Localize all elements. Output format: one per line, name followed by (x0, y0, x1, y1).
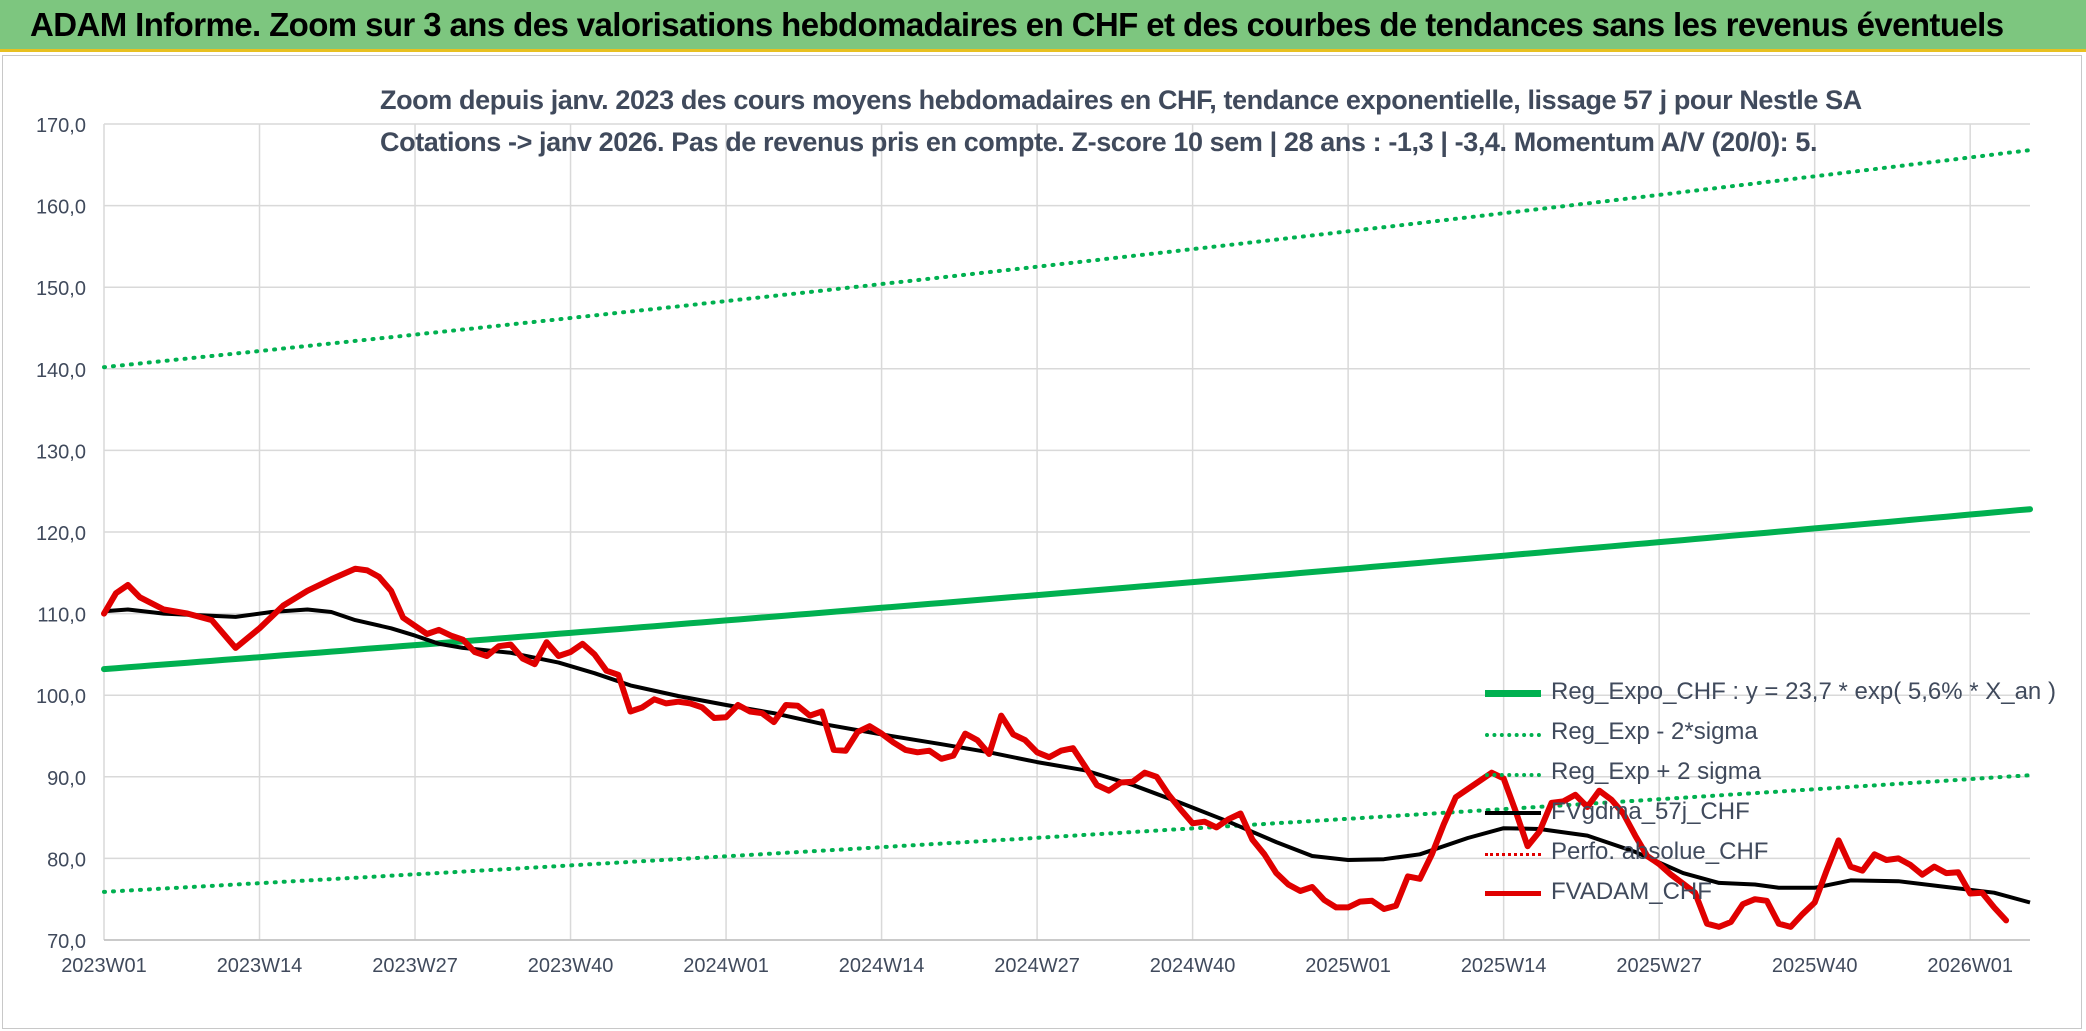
legend-label-perfo-absolue: Perfo. absolue_CHF (1551, 838, 1769, 865)
x-tick-label: 2023W40 (528, 955, 614, 977)
x-tick-label: 2023W01 (61, 955, 147, 977)
x-tick-label: 2025W01 (1305, 955, 1391, 977)
y-tick-label: 150,0 (36, 278, 86, 300)
chart-series (101, 148, 2033, 930)
chart-grid (103, 123, 2030, 941)
legend-item-reg-minus-2sigma: Reg_Exp - 2*sigma (1485, 714, 2045, 754)
legend-swatch-fvadam (1485, 891, 1541, 896)
y-tick-label: 90,0 (47, 768, 86, 790)
chart-axes: 70,0 80,0 90,0 100,0 110,0 120,0 130,0 140,0 150… (36, 115, 2030, 977)
series-reg-expo-line (101, 506, 2033, 673)
chart-legend: Reg_Expo_CHF : y = 23,7 * exp( 5,6% * X_… (1485, 674, 2056, 914)
x-tick-label: 2024W14 (839, 955, 925, 977)
y-tick-label: 170,0 (36, 115, 86, 137)
x-tick-label: 2025W27 (1616, 955, 1702, 977)
y-tick-label: 160,0 (36, 197, 86, 219)
series-fvgdma-line (103, 607, 2031, 905)
report-banner: ADAM Informe. Zoom sur 3 ans des valoris… (0, 0, 2086, 52)
legend-swatch-perfo-absolue (1485, 853, 1541, 856)
legend-swatch-fvgdma (1485, 811, 1541, 815)
chart-title-line-1: Zoom depuis janv. 2023 des cours moyens … (380, 85, 1862, 115)
legend-label-reg-minus-2sigma: Reg_Exp - 2*sigma (1551, 718, 1758, 745)
x-tick-label: 2025W40 (1772, 955, 1858, 977)
legend-label-reg-plus-2sigma: Reg_Exp + 2 sigma (1551, 758, 1762, 785)
series-fvadam-line (101, 565, 2010, 930)
legend-item-fvgdma: FVgdma_57j_CHF (1485, 794, 2045, 834)
legend-item-perfo-absolue: Perfo. absolue_CHF (1485, 834, 2045, 874)
series-reg-plus-2sigma-line (102, 148, 2032, 370)
legend-label-fvgdma: FVgdma_57j_CHF (1551, 798, 1750, 825)
series-reg-minus-2sigma-line (102, 773, 2032, 894)
x-tick-label: 2024W27 (994, 955, 1080, 977)
legend-swatch-reg-minus-2sigma (1485, 733, 1541, 737)
y-tick-label: 70,0 (47, 931, 86, 953)
legend-swatch-reg-plus-2sigma (1485, 773, 1541, 777)
legend-swatch-reg-expo (1485, 690, 1541, 697)
legend-item-reg-expo: Reg_Expo_CHF : y = 23,7 * exp( 5,6% * X_… (1485, 674, 2056, 714)
report-title: ADAM Informe. Zoom sur 3 ans des valoris… (30, 6, 2004, 43)
x-tick-label: 2024W01 (683, 955, 769, 977)
y-tick-label: 140,0 (36, 360, 86, 382)
legend-item-reg-plus-2sigma: Reg_Exp + 2 sigma (1485, 754, 2045, 794)
legend-label-fvadam: FVADAM_CHF (1551, 878, 1712, 905)
legend-label-reg-expo: Reg_Expo_CHF : y = 23,7 * exp( 5,6% * X_… (1551, 678, 2056, 705)
x-tick-label: 2024W40 (1150, 955, 1236, 977)
chart-title-line-2: Cotations -> janv 2026. Pas de revenus p… (380, 127, 1818, 157)
y-tick-label: 130,0 (36, 441, 86, 463)
y-tick-label: 110,0 (37, 605, 86, 627)
x-tick-label: 2023W14 (217, 955, 303, 977)
x-tick-label: 2023W27 (372, 955, 458, 977)
legend-item-fvadam: FVADAM_CHF (1485, 874, 2045, 914)
y-tick-label: 80,0 (47, 849, 86, 871)
chart-frame (2, 55, 2082, 1029)
x-tick-label: 2026W01 (1927, 955, 2013, 977)
y-tick-label: 120,0 (36, 523, 86, 545)
x-tick-label: 2025W14 (1461, 955, 1547, 977)
y-tick-label: 100,0 (36, 686, 86, 708)
